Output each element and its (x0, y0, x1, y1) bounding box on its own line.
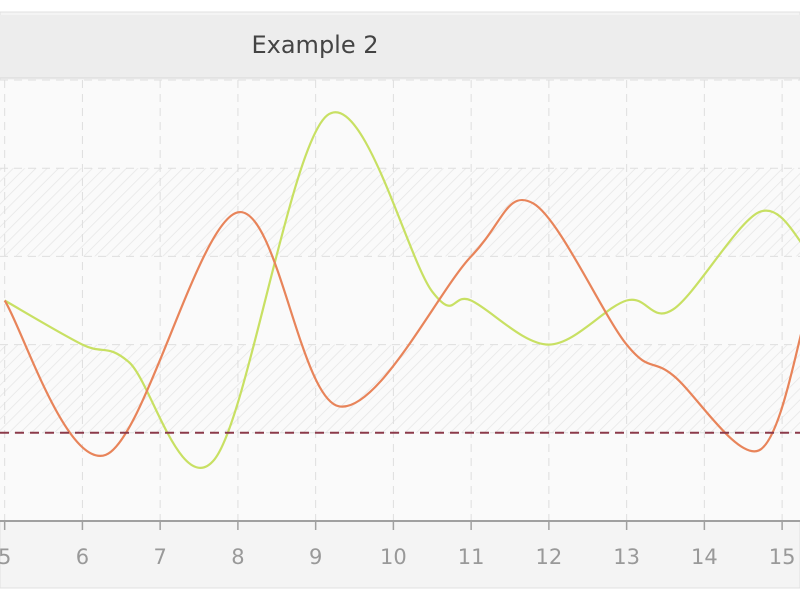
x-tick-label: 14 (691, 545, 718, 569)
x-tick-label: 6 (76, 545, 89, 569)
x-tick-label: 8 (231, 545, 244, 569)
x-tick-label: 12 (536, 545, 563, 569)
x-tick-label: 15 (769, 545, 796, 569)
series-line (4, 111, 800, 469)
series-line (3, 198, 800, 457)
x-tick-label: 11 (458, 545, 485, 569)
x-tick-label: 13 (613, 545, 640, 569)
plot-area (0, 80, 800, 521)
x-tick-label: 7 (153, 545, 166, 569)
x-tick-label: 10 (380, 545, 407, 569)
x-tick-label: 5 (0, 545, 11, 569)
chart-title: Example 2 (251, 31, 378, 59)
x-tick-label: 9 (309, 545, 322, 569)
title-bar (0, 15, 800, 78)
band (0, 168, 800, 257)
